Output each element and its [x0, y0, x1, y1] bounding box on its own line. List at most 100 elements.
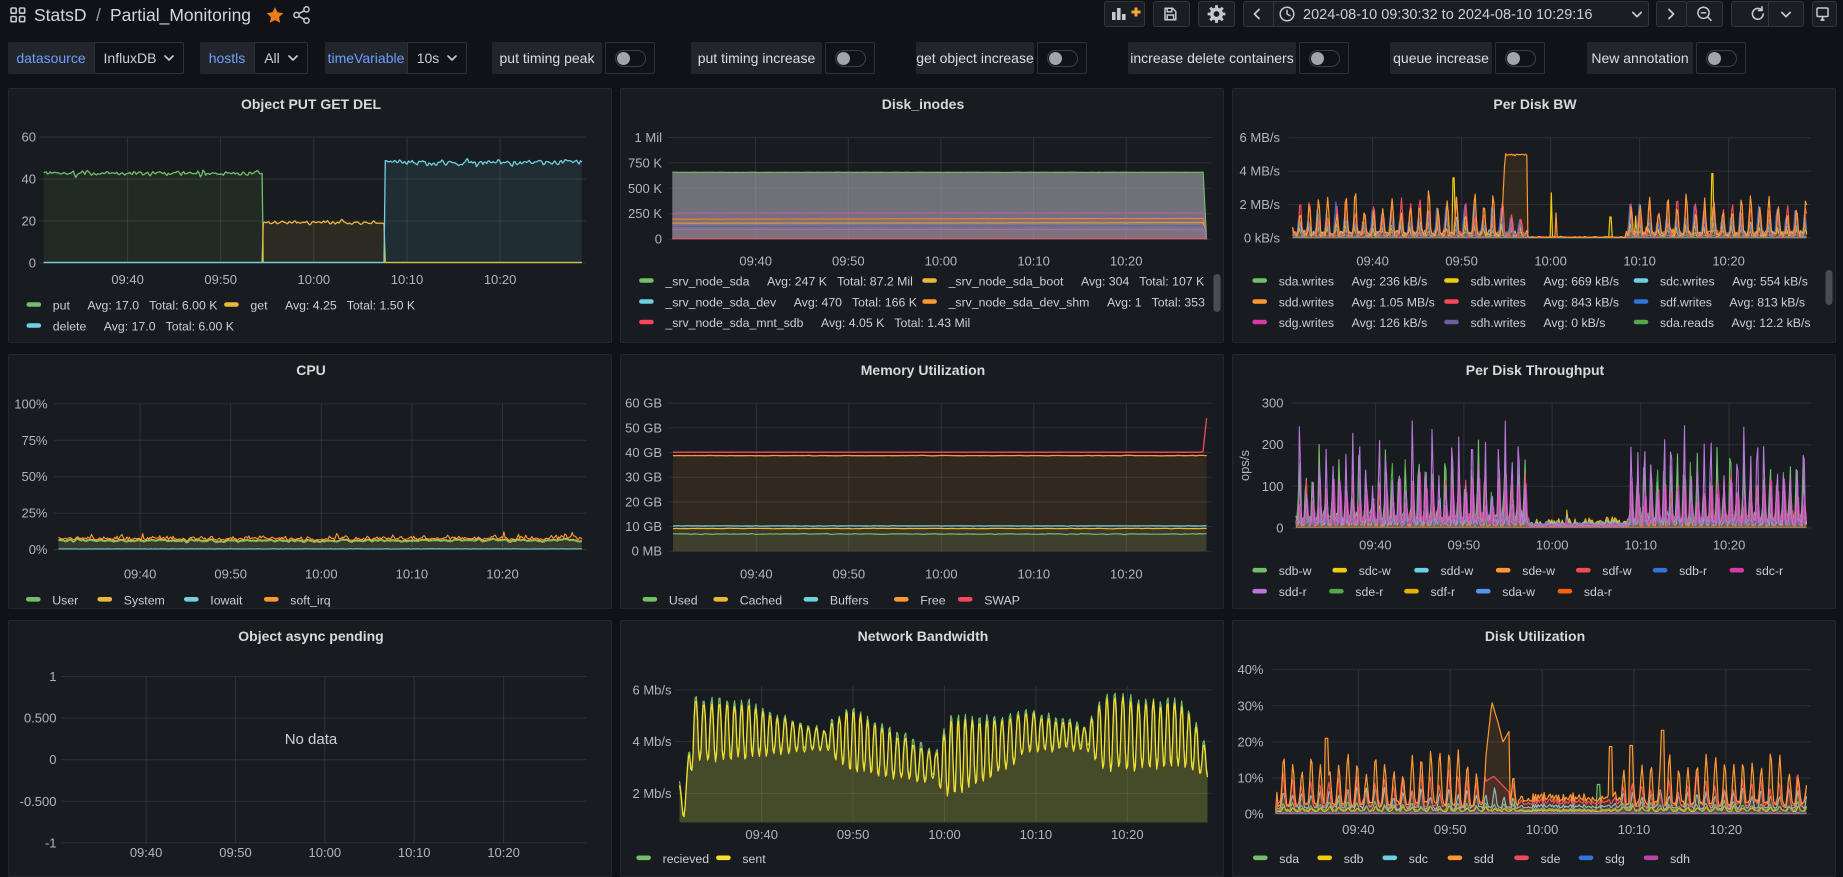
svg-text:get: get: [250, 299, 268, 313]
svg-text:10:00: 10:00: [1536, 538, 1569, 553]
svg-text:sent: sent: [742, 852, 766, 866]
svg-text:sda.writes: sda.writes: [1279, 275, 1334, 289]
svg-text:09:40: 09:40: [740, 567, 773, 582]
svg-text:sda-r: sda-r: [1584, 585, 1612, 599]
svg-text:09:50: 09:50: [214, 567, 247, 582]
svg-text:_srv_node_sda: _srv_node_sda: [664, 275, 749, 289]
svg-text:60 GB: 60 GB: [625, 396, 662, 411]
svg-text:09:40: 09:40: [739, 254, 772, 269]
svg-text:Avg: 247 K: Avg: 247 K: [767, 275, 828, 289]
svg-text:10:20: 10:20: [1710, 822, 1743, 837]
svg-text:Total: 353: Total: 353: [1152, 296, 1205, 310]
svg-text:sdf-r: sdf-r: [1431, 585, 1456, 599]
svg-text:Object async pending: Object async pending: [238, 628, 383, 644]
svg-text:50 GB: 50 GB: [625, 420, 662, 435]
svg-text:10:20: 10:20: [487, 845, 520, 860]
svg-text:sde-w: sde-w: [1522, 564, 1555, 578]
svg-text:-0.500: -0.500: [20, 794, 57, 809]
svg-text:Disk Utilization: Disk Utilization: [1485, 628, 1585, 644]
svg-text:Buffers: Buffers: [830, 593, 869, 607]
svg-text:40 GB: 40 GB: [625, 445, 662, 460]
svg-text:2024-08-10 09:30:32 to 2024-08: 2024-08-10 09:30:32 to 2024-08-10 10:29:…: [1303, 7, 1592, 23]
svg-text:sda-w: sda-w: [1502, 585, 1535, 599]
svg-text:Avg: 813 kB/s: Avg: 813 kB/s: [1729, 296, 1805, 310]
svg-text:Memory Utilization: Memory Utilization: [861, 362, 985, 378]
svg-text:Total: 87.2 Mil: Total: 87.2 Mil: [837, 275, 913, 289]
svg-text:Avg: 17.0: Avg: 17.0: [104, 320, 156, 334]
svg-text:10:10: 10:10: [398, 845, 431, 860]
svg-text:put: put: [53, 299, 71, 313]
svg-text:09:50: 09:50: [837, 827, 870, 842]
svg-text:0: 0: [655, 232, 662, 247]
svg-text:Object PUT GET DEL: Object PUT GET DEL: [241, 96, 381, 112]
svg-text:25%: 25%: [21, 506, 47, 521]
svg-text:sdg.writes: sdg.writes: [1279, 316, 1334, 330]
svg-text:6 Mb/s: 6 Mb/s: [632, 682, 672, 697]
svg-text:Avg: 1: Avg: 1: [1107, 296, 1142, 310]
svg-text:20%: 20%: [1237, 734, 1263, 749]
svg-text:Per Disk Throughput: Per Disk Throughput: [1466, 362, 1605, 378]
svg-text:ops/s: ops/s: [1237, 449, 1252, 481]
svg-text:6 MB/s: 6 MB/s: [1240, 130, 1281, 145]
svg-text:Network Bandwidth: Network Bandwidth: [858, 628, 989, 644]
svg-text:30 GB: 30 GB: [625, 470, 662, 485]
svg-text:10:00: 10:00: [1526, 822, 1559, 837]
svg-text:_srv_node_sda_mnt_sdb: _srv_node_sda_mnt_sdb: [664, 316, 803, 330]
svg-text:10%: 10%: [1237, 771, 1263, 786]
svg-text:sdd-r: sdd-r: [1279, 585, 1307, 599]
svg-text:40%: 40%: [1237, 662, 1263, 677]
svg-text:09:50: 09:50: [1445, 254, 1478, 269]
svg-text:2 MB/s: 2 MB/s: [1240, 197, 1281, 212]
svg-text:10:20: 10:20: [1111, 827, 1144, 842]
svg-text:sdb-w: sdb-w: [1279, 564, 1312, 578]
svg-text:10:10: 10:10: [1020, 827, 1053, 842]
svg-text:09:40: 09:40: [745, 827, 778, 842]
svg-text:sdd.writes: sdd.writes: [1279, 296, 1334, 310]
svg-text:09:50: 09:50: [833, 567, 866, 582]
svg-text:4 MB/s: 4 MB/s: [1240, 164, 1281, 179]
svg-text:sda.reads: sda.reads: [1660, 316, 1714, 330]
svg-text:10 GB: 10 GB: [625, 519, 662, 534]
svg-text:Disk_inodes: Disk_inodes: [882, 96, 965, 112]
svg-text:10:20: 10:20: [1712, 254, 1745, 269]
svg-text:CPU: CPU: [296, 362, 326, 378]
svg-text:200: 200: [1262, 437, 1284, 452]
svg-text:09:40: 09:40: [124, 567, 157, 582]
svg-text:100%: 100%: [14, 396, 48, 411]
svg-text:Avg: 4.05 K: Avg: 4.05 K: [821, 316, 885, 330]
svg-text:10:20: 10:20: [1110, 254, 1143, 269]
svg-text:09:40: 09:40: [1342, 822, 1375, 837]
svg-text:Avg: 470: Avg: 470: [794, 296, 842, 310]
svg-text:09:50: 09:50: [219, 845, 252, 860]
svg-text:250 K: 250 K: [628, 206, 662, 221]
svg-text:Iowait: Iowait: [210, 593, 243, 607]
svg-text:20: 20: [22, 214, 36, 229]
svg-text:_srv_node_sda_boot: _srv_node_sda_boot: [948, 275, 1064, 289]
svg-text:750 K: 750 K: [628, 155, 662, 170]
svg-text:Total: 1.43 Mil: Total: 1.43 Mil: [894, 316, 970, 330]
svg-text:sde: sde: [1541, 852, 1561, 866]
svg-text:30%: 30%: [1237, 698, 1263, 713]
svg-text:sdb: sdb: [1344, 852, 1364, 866]
svg-text:10:00: 10:00: [309, 845, 342, 860]
svg-text:Avg: 4.25: Avg: 4.25: [285, 299, 337, 313]
svg-text:Total: 107 K: Total: 107 K: [1139, 275, 1205, 289]
svg-text:10:20: 10:20: [486, 567, 519, 582]
svg-text:1 Mil: 1 Mil: [635, 130, 663, 145]
svg-text:0%: 0%: [29, 542, 48, 557]
svg-text:10:20: 10:20: [1110, 567, 1143, 582]
svg-text:09:50: 09:50: [1434, 822, 1467, 837]
svg-text:sdh.writes: sdh.writes: [1471, 316, 1526, 330]
svg-text:10:10: 10:10: [1623, 254, 1656, 269]
svg-text:10:00: 10:00: [1534, 254, 1567, 269]
svg-text:10:10: 10:10: [1018, 567, 1051, 582]
svg-text:0: 0: [49, 752, 56, 767]
svg-text:60: 60: [22, 130, 36, 145]
svg-text:0: 0: [29, 256, 36, 271]
svg-text:Avg: 126 kB/s: Avg: 126 kB/s: [1352, 316, 1428, 330]
svg-text:Avg: 12.2 kB/s: Avg: 12.2 kB/s: [1732, 316, 1811, 330]
svg-text:sdg: sdg: [1605, 852, 1625, 866]
svg-text:500 K: 500 K: [628, 181, 662, 196]
svg-text:09:50: 09:50: [1448, 538, 1481, 553]
svg-text:75%: 75%: [21, 433, 47, 448]
